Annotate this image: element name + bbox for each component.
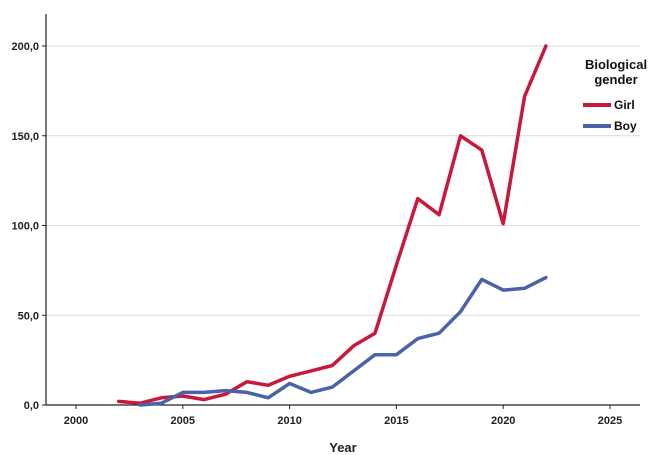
y-ticks: 0,0 50,0 100,0 150,0 200,0 xyxy=(11,41,46,412)
x-tick-label: 2015 xyxy=(384,415,408,427)
x-axis-title: Year xyxy=(329,440,356,455)
x-tick-label: 2000 xyxy=(64,415,88,427)
x-tick-label: 2020 xyxy=(491,415,515,427)
legend-title-line-2: gender xyxy=(594,72,637,87)
y-tick-label: 200,0 xyxy=(11,41,39,53)
legend: Biological gender Girl Boy xyxy=(583,57,647,133)
x-ticks: 2000 2005 2010 2015 2020 2025 xyxy=(64,405,622,427)
x-tick-label: 2025 xyxy=(598,415,622,427)
x-tick-label: 2005 xyxy=(171,415,195,427)
y-tick-label: 150,0 xyxy=(11,131,39,143)
series-line-boy xyxy=(138,275,548,407)
x-tick-label: 2010 xyxy=(277,415,301,427)
y-tick-label: 100,0 xyxy=(11,221,39,233)
y-tick-label: 0,0 xyxy=(24,400,39,412)
series-line-girl xyxy=(116,44,548,405)
legend-label-boy: Boy xyxy=(614,119,637,133)
legend-label-girl: Girl xyxy=(614,98,635,112)
series-lines xyxy=(116,44,548,407)
axes xyxy=(45,14,640,406)
grid-lines xyxy=(46,45,640,316)
y-tick-label: 50,0 xyxy=(18,310,39,322)
legend-title-line-1: Biological xyxy=(585,57,647,72)
